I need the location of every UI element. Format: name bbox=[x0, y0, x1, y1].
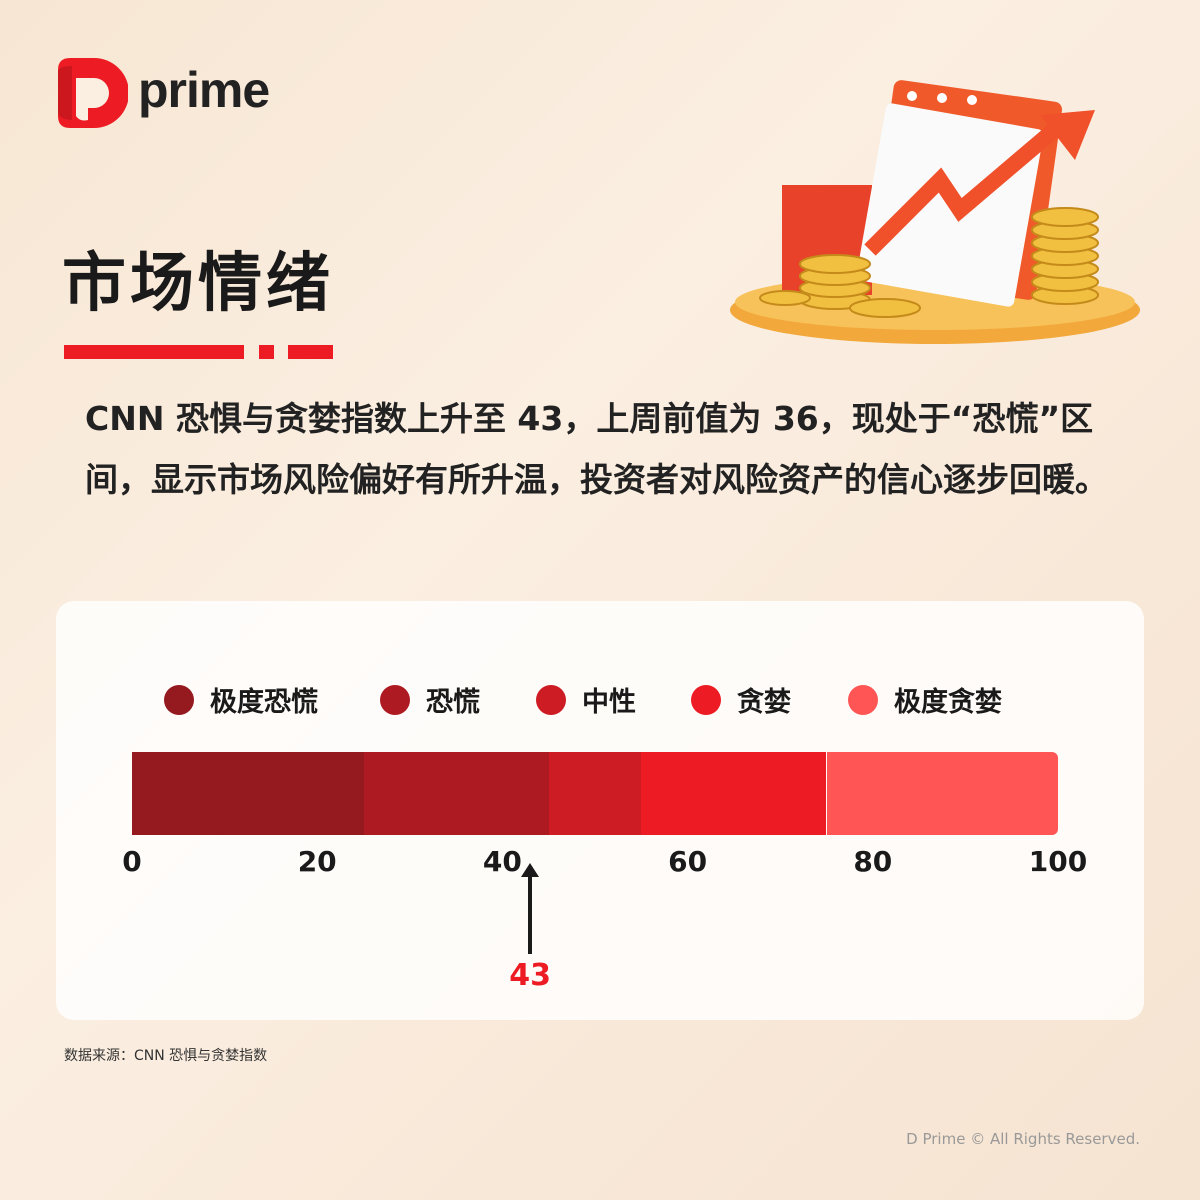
copyright: D Prime © All Rights Reserved. bbox=[906, 1130, 1140, 1148]
title-underline-dot bbox=[259, 345, 274, 359]
legend-item: 极度恐慌 bbox=[164, 680, 318, 719]
sentiment-gauge-bar bbox=[132, 752, 1058, 835]
legend-item: 极度贪婪 bbox=[848, 680, 1002, 719]
data-source: 数据来源：CNN 恐惧与贪婪指数 bbox=[64, 1048, 268, 1064]
current-value-label: 43 bbox=[509, 958, 552, 993]
legend-label: 极度贪婪 bbox=[894, 687, 1002, 718]
tick-label: 60 bbox=[668, 845, 708, 878]
legend-dot bbox=[848, 684, 878, 715]
chart-legend: 极度恐慌 恐慌 中性 贪婪 极度贪婪 bbox=[0, 680, 1200, 720]
d-prime-logo-icon bbox=[58, 58, 128, 128]
legend-label: 中性 bbox=[582, 687, 636, 718]
gauge-segment bbox=[548, 752, 642, 835]
calendar-coins-illustration bbox=[730, 80, 1140, 344]
gauge-segment bbox=[641, 752, 827, 835]
legend-label: 极度恐慌 bbox=[210, 687, 318, 718]
description-text: CNN 恐惧与贪婪指数上升至 43，上周前值为 36，现处于“恐慌”区间，显示市… bbox=[85, 399, 1108, 499]
legend-dot bbox=[380, 684, 410, 715]
legend-item: 恐慌 bbox=[380, 680, 480, 719]
gauge-segment bbox=[132, 752, 364, 835]
page-title: 市场情绪 bbox=[62, 247, 334, 321]
tick-label: 20 bbox=[297, 845, 337, 878]
arrow-up-icon bbox=[521, 863, 540, 877]
legend-dot bbox=[164, 684, 194, 715]
legend-dot bbox=[691, 684, 721, 715]
brand-logo: prime bbox=[58, 58, 270, 128]
gauge-segment bbox=[363, 752, 549, 835]
legend-label: 贪婪 bbox=[737, 687, 791, 718]
value-pointer-arrow bbox=[528, 866, 533, 954]
brand-name: prime bbox=[138, 62, 270, 118]
legend-item: 贪婪 bbox=[691, 680, 791, 719]
title-underline bbox=[64, 345, 244, 359]
tick-label: 40 bbox=[482, 845, 522, 878]
legend-item: 中性 bbox=[536, 680, 636, 719]
gauge-segment bbox=[826, 752, 1058, 835]
title-underline-dash bbox=[288, 345, 333, 359]
tick-label: 80 bbox=[853, 845, 893, 878]
tick-label: 100 bbox=[1028, 845, 1088, 878]
tick-label: 0 bbox=[122, 845, 142, 878]
legend-label: 恐慌 bbox=[426, 687, 480, 718]
legend-dot bbox=[536, 684, 566, 715]
